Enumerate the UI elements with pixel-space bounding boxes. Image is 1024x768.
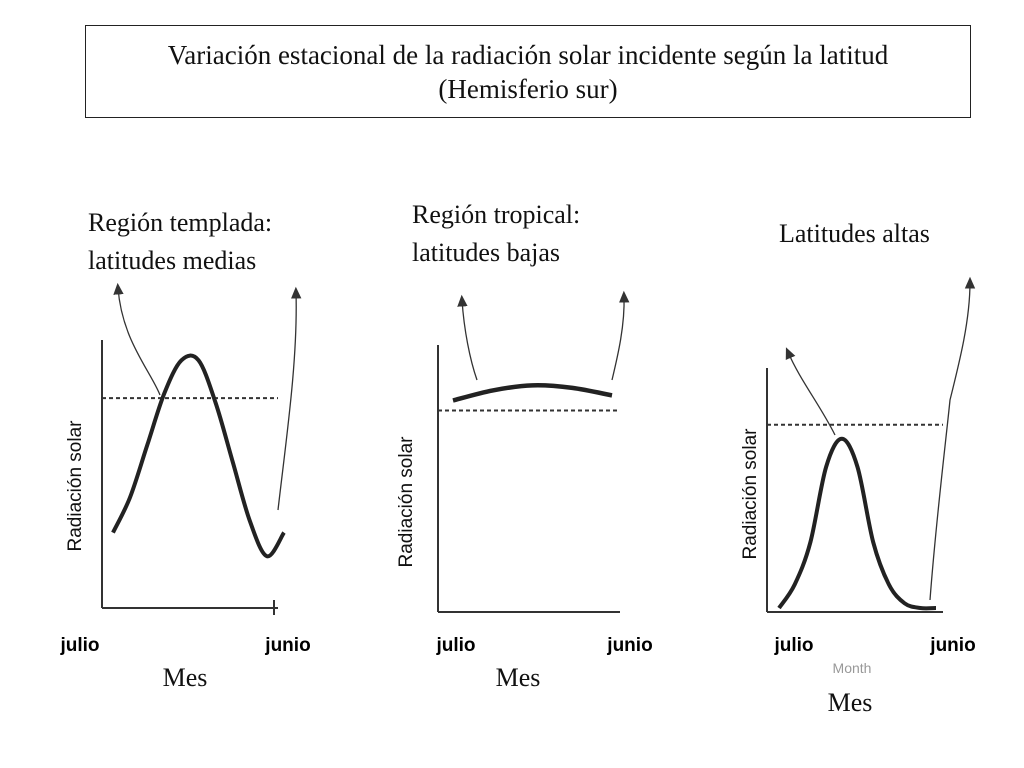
chart-3-xtick-junio: junio [929,635,975,656]
chart-2-xtick-junio: junio [606,635,652,656]
chart-1-heading: Región templada: latitudes medias [88,208,273,275]
page-title: Variación estacional de la radiación sol… [167,39,889,104]
chart-3: Radiación solar julio junio Month Mes [740,276,976,717]
chart-2-series-line [452,383,613,403]
chart-2-ylabel: Radiación solar [396,436,417,568]
chart-3-ghost-month-label: Month [833,660,872,676]
chart-2: Radiación solar julio junio Mes [396,290,653,692]
chart-1-series-line [111,353,286,559]
chart-1-ylabel: Radiación solar [65,420,86,552]
chart-1-xlabel: Mes [163,663,208,692]
chart-3-left-arrow [785,347,836,436]
chart-1: Radiación solar julio junio Mes [59,282,311,692]
chart-3-xtick-julio: julio [773,635,813,656]
chart-3-right-arrow [929,276,976,601]
chart-3-series-line [777,436,937,611]
chart-3-xlabel: Mes [828,688,873,717]
chart-1-xtick-junio: junio [264,635,310,656]
chart-2-heading: Región tropical: latitudes bajas [412,200,581,267]
chart-2-xtick-julio: julio [435,635,475,656]
chart-1-xtick-julio: julio [59,635,99,656]
chart-1-right-arrow [277,286,302,511]
chart-3-heading: Latitudes altas [779,219,930,248]
chart-3-ylabel: Radiación solar [740,428,761,560]
chart-2-xlabel: Mes [496,663,541,692]
title-box: Variación estacional de la radiación sol… [85,25,971,118]
chart-2-right-arrow [611,290,630,381]
chart-2-left-arrow [457,294,478,381]
chart-1-left-arrow [113,282,161,396]
